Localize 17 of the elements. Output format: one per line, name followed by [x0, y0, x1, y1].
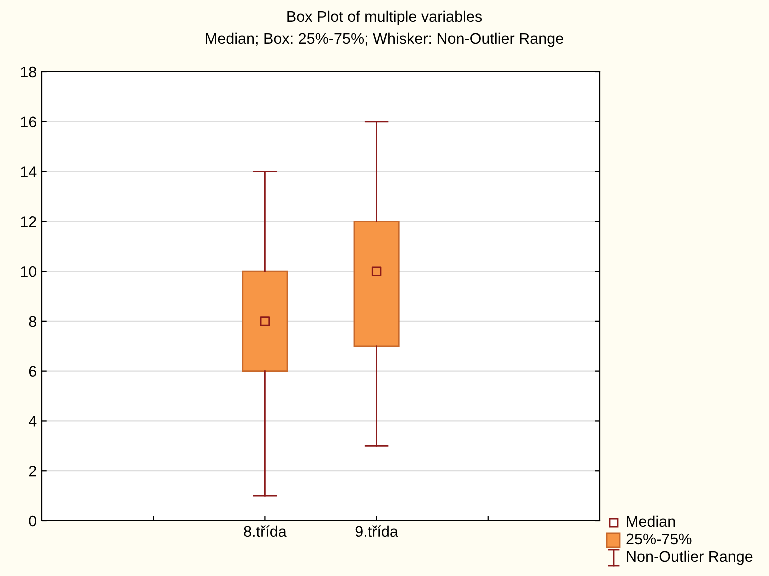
text: Median: [627, 516, 676, 528]
y-tick-label: 10: [21, 266, 37, 278]
y-tick-label: 8: [29, 316, 36, 328]
y-tick-label: 0: [29, 516, 37, 527]
y-tick-label: 16: [21, 116, 36, 128]
y-tick-label: 18: [21, 66, 36, 78]
chart-title: Box Plot of multiple variables: [288, 10, 482, 26]
y-tick-label: 6: [29, 366, 36, 378]
text: 25%-75%: [626, 534, 692, 545]
y-tick-label: 12: [21, 216, 36, 228]
y-tick-label: 4: [28, 416, 37, 427]
y-tick-label: 2: [29, 466, 36, 477]
text: Non-Outlier Range: [627, 550, 753, 566]
y-tick-label: 14: [21, 166, 37, 178]
chart-subtitle: Median; Box: 25%-75%; Whisker: Non-Outlier Range: [206, 32, 564, 48]
x-tick-label: 9.třída: [356, 526, 398, 538]
x-tick-label: 8.třída: [244, 526, 287, 538]
